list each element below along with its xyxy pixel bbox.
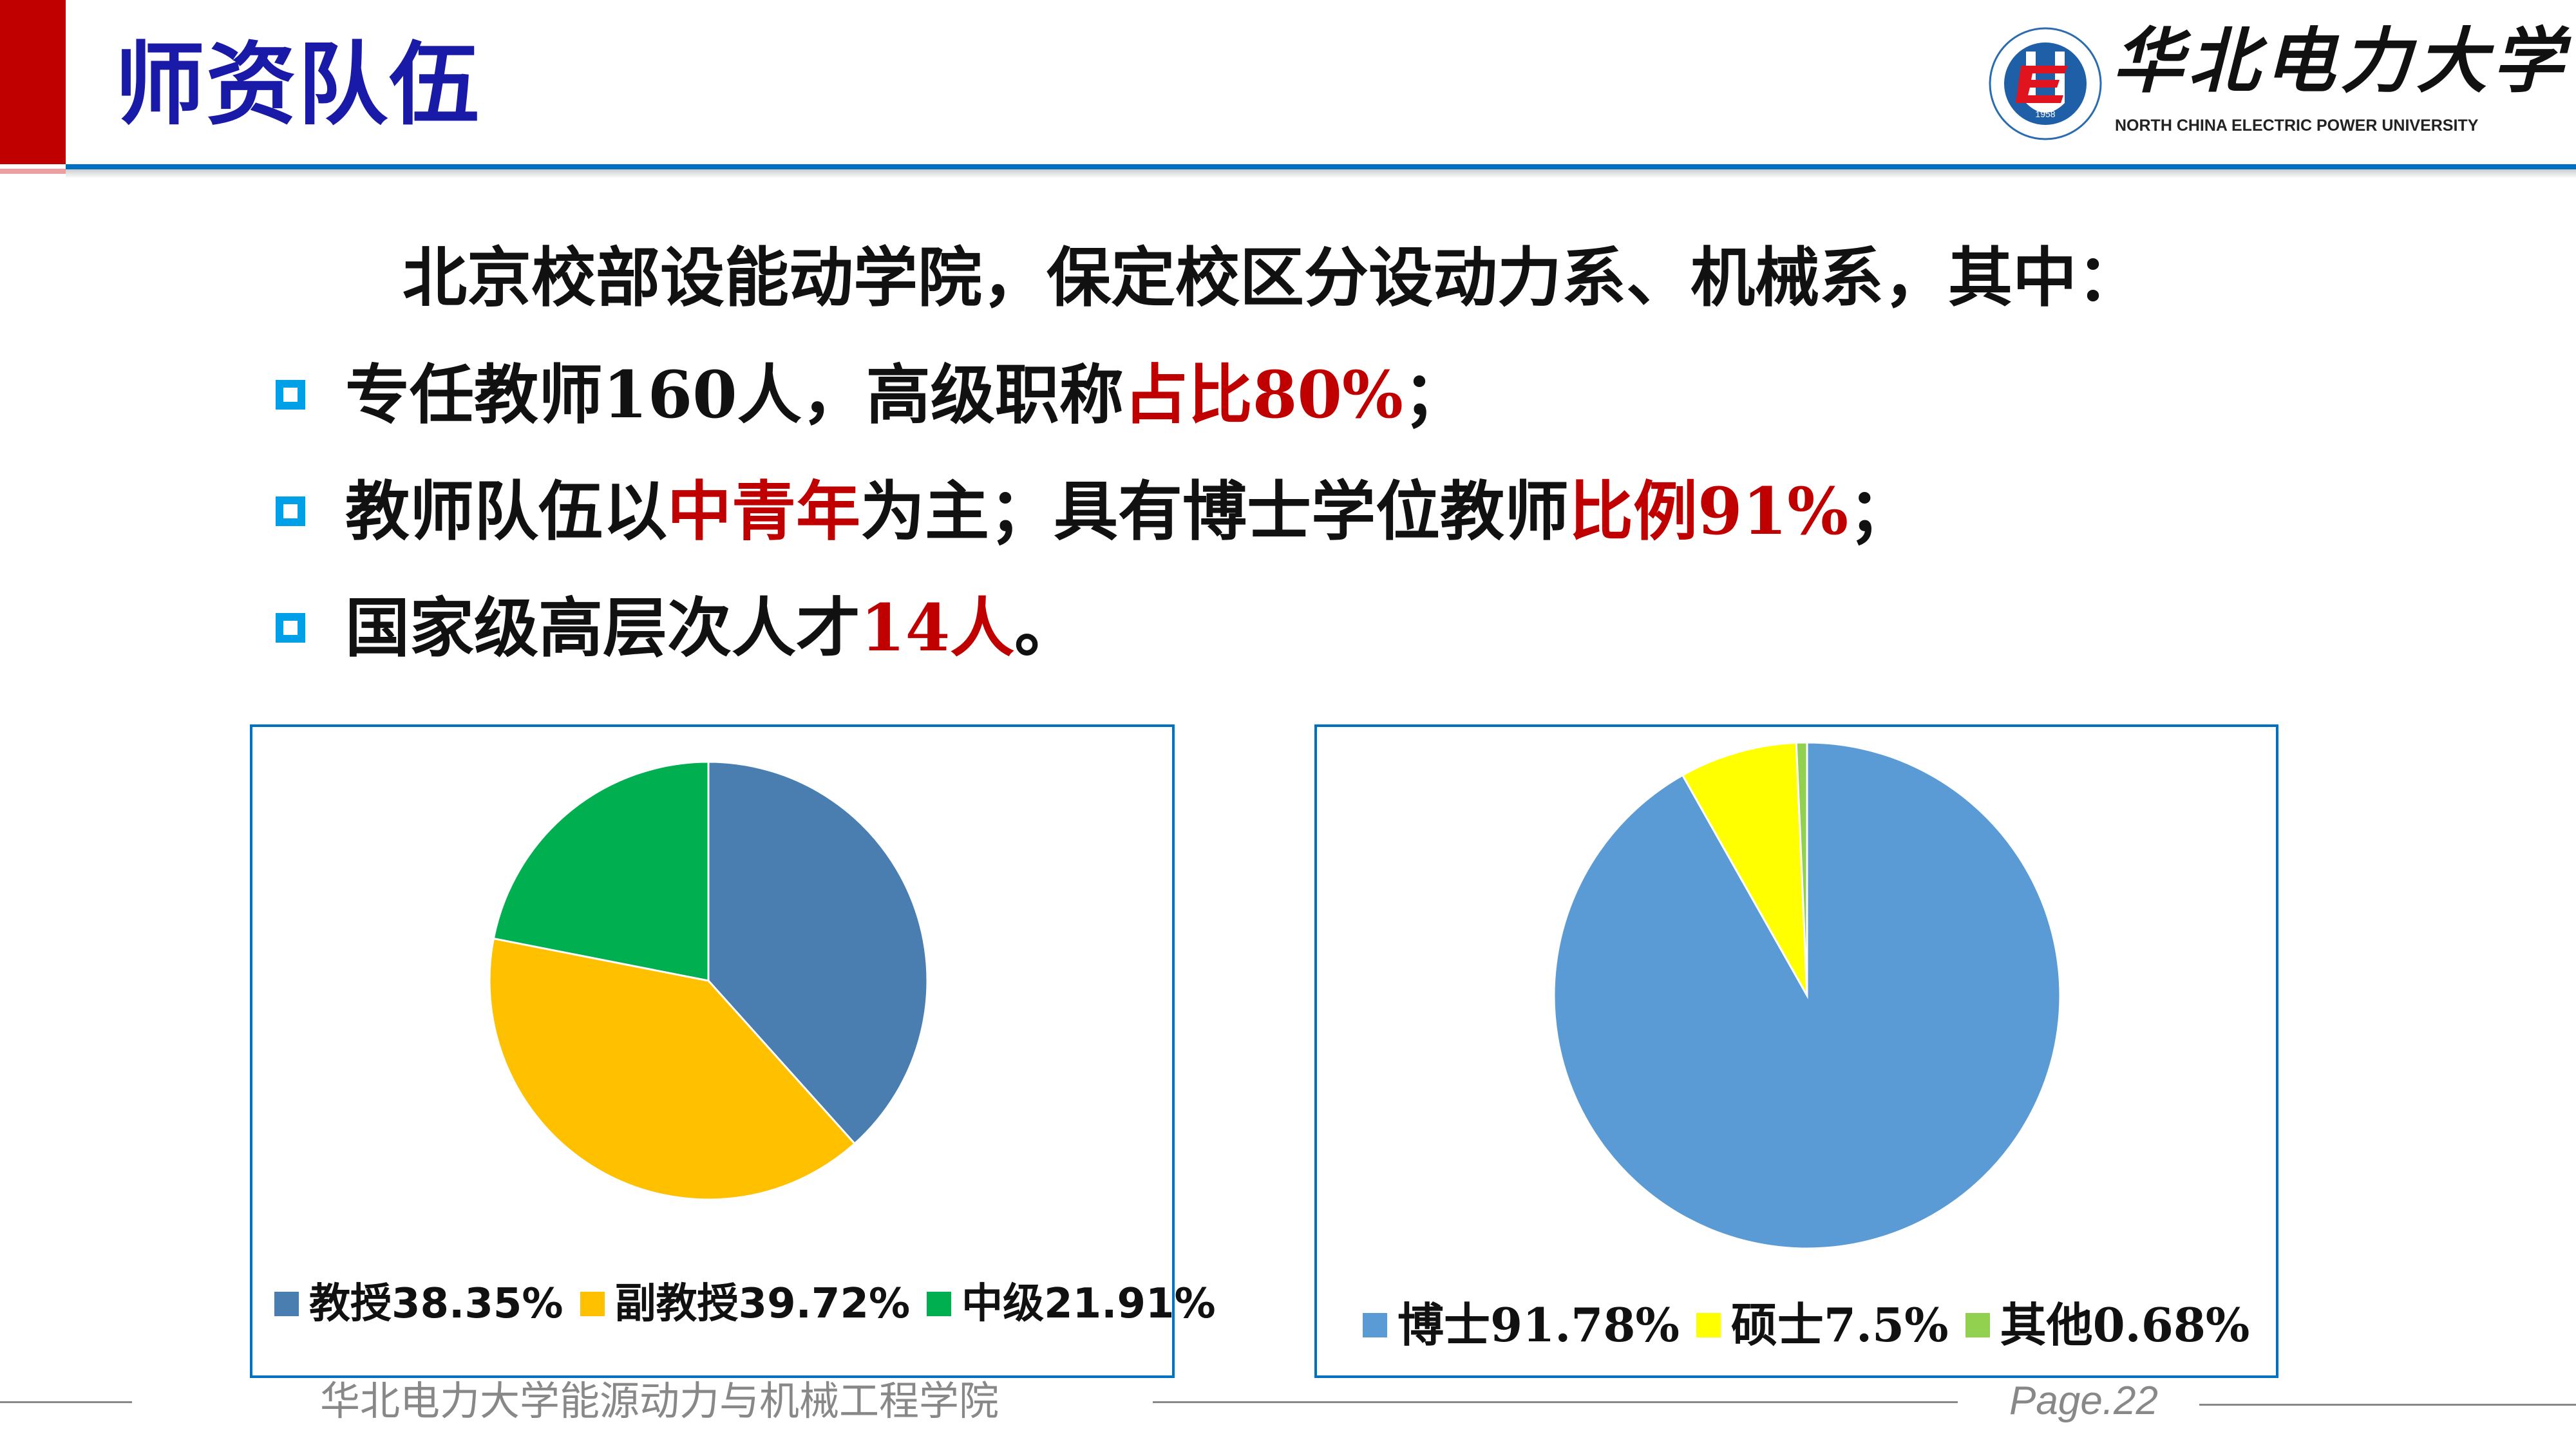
legend-swatch (1363, 1313, 1387, 1337)
bullet-square-icon (276, 496, 305, 526)
highlight-text: 80% (1252, 357, 1403, 433)
bullet-text: 人，高级职称 (737, 357, 1124, 433)
highlight-text: 比例 (1569, 474, 1698, 549)
legend-label: 博士91.78% (1397, 1298, 1680, 1352)
bullet-text: 为主；具有博士学位教师 (860, 474, 1569, 549)
university-name-en: NORTH CHINA ELECTRIC POWER UNIVERSITY (2115, 117, 2479, 135)
highlight-text: 14 (860, 590, 951, 666)
bullet-item: 教师队伍以中青年为主；具有博士学位教师比例91%； (345, 473, 1913, 551)
pie-slice-硕士 (1681, 741, 1808, 996)
bullet-item: 专任教师160人，高级职称占比80%； (345, 356, 1468, 434)
university-seal-logo: 1958 (1989, 27, 2102, 140)
footer-line-left (0, 1401, 132, 1403)
header-red-accent (0, 169, 66, 174)
pie-slice-中级 (492, 760, 710, 982)
bullet-text: 国家级高层次人才 (345, 590, 860, 666)
page-number: Page.22 (2009, 1379, 2158, 1423)
bullet-square-icon (276, 380, 305, 410)
footer-org: 华北电力大学能源动力与机械工程学院 (320, 1377, 999, 1424)
legend-label: 其他0.68% (2000, 1298, 2250, 1352)
footer-line-mid (1153, 1401, 1958, 1403)
legend-swatch (274, 1292, 299, 1316)
highlight-text: 占比 (1123, 357, 1253, 433)
header-shadow (66, 169, 2576, 178)
bullet-text: ； (1403, 357, 1468, 433)
seal-year: 1958 (2035, 109, 2055, 119)
header-red-bar (0, 0, 66, 164)
highlight-text: 91% (1698, 473, 1849, 549)
legend-swatch (580, 1292, 605, 1316)
bullet-square-icon (276, 613, 305, 643)
legend-degree: 博士91.78% 硕士7.5% 其他0.68% (1346, 1299, 2249, 1351)
slide-title: 师资队伍 (115, 33, 481, 138)
legend-swatch (927, 1292, 952, 1316)
pie-slice-其他 (1795, 741, 1808, 996)
bullet-text: 160 (603, 357, 737, 433)
bullet-item: 国家级高层次人才14人。 (345, 589, 1079, 667)
bullet-text: 专任教师 (345, 357, 603, 433)
university-name-cn: 华北电力大学 (2112, 19, 2568, 102)
legend-label: 中级21.91% (961, 1280, 1216, 1328)
legend-label: 硕士7.5% (1730, 1298, 1949, 1352)
pie-slice-教授 (707, 760, 929, 1146)
legend-label: 副教授39.72% (614, 1280, 911, 1328)
legend-label: 教授38.35% (309, 1280, 564, 1328)
bullet-text: ； (1848, 474, 1913, 549)
header-divider (66, 164, 2576, 169)
highlight-text: 人 (950, 590, 1015, 666)
legend-title: 教授38.35% 副教授39.72% 中级21.91% (258, 1278, 1216, 1330)
legend-swatch (1696, 1313, 1721, 1337)
bullet-text: 教师队伍以 (345, 474, 667, 549)
footer-line-right (2199, 1404, 2576, 1406)
pie-slice-副教授 (488, 937, 857, 1201)
highlight-text: 中青年 (667, 474, 860, 549)
intro-text: 北京校部设能动学院，保定校区分设动力系、机械系，其中： (402, 240, 2141, 316)
bullet-text: 。 (1014, 590, 1079, 666)
legend-swatch (1965, 1313, 1990, 1337)
